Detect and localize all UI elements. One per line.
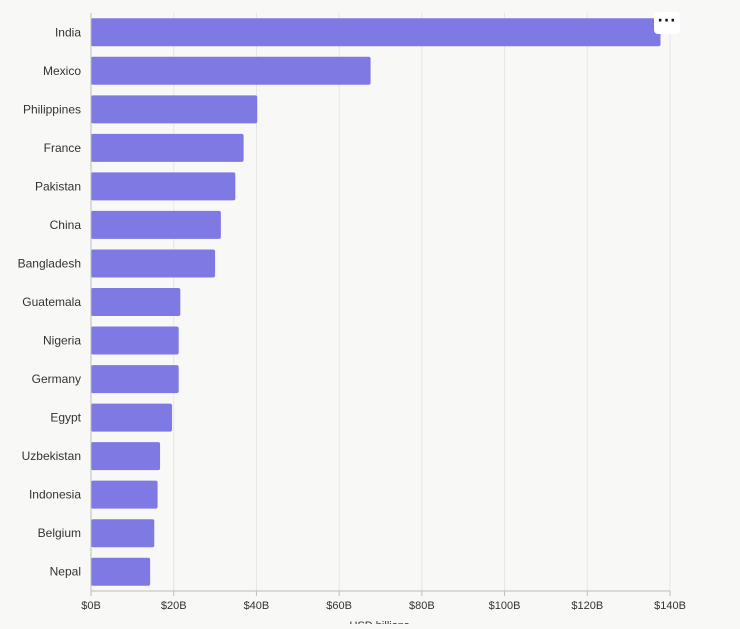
category-label: Pakistan: [35, 179, 81, 193]
bar: [91, 480, 158, 509]
category-label: Belgium: [38, 526, 81, 540]
x-tick-label: $100B: [489, 600, 521, 612]
category-label: Germany: [32, 372, 81, 386]
x-tick-label: $60B: [326, 600, 352, 612]
x-axis-title: USD billions: [350, 620, 410, 624]
bar: [91, 326, 179, 355]
category-label: Nepal: [50, 565, 81, 579]
x-tick-label: $20B: [161, 600, 187, 612]
more-horizontal-icon: ···: [657, 13, 677, 29]
bar: [91, 249, 216, 278]
category-label: Philippines: [23, 102, 81, 116]
x-tick-label: $120B: [571, 600, 603, 612]
category-label: China: [50, 218, 82, 232]
category-label: Nigeria: [43, 334, 81, 348]
bar: [91, 557, 151, 586]
bar: [91, 442, 161, 471]
category-label: Uzbekistan: [22, 449, 81, 463]
bar: [91, 172, 236, 201]
bar: [91, 56, 371, 85]
category-label: Indonesia: [29, 488, 81, 502]
category-label: Guatemala: [22, 295, 81, 309]
category-label: Egypt: [50, 411, 81, 425]
category-label: France: [44, 141, 82, 155]
bar: [91, 365, 179, 394]
bar: [91, 133, 244, 162]
bar: [91, 288, 181, 316]
category-label: Mexico: [43, 64, 81, 78]
x-tick-label: $0B: [81, 600, 101, 612]
bar: [91, 95, 258, 124]
category-label: Bangladesh: [18, 256, 81, 270]
bar: [91, 18, 661, 47]
x-tick-label: $80B: [409, 600, 435, 612]
x-tick-label: $40B: [244, 600, 270, 612]
x-tick-label: $140B: [654, 600, 686, 612]
category-label: India: [55, 25, 81, 39]
more-options-button[interactable]: ···: [654, 12, 680, 34]
bar: [91, 519, 155, 548]
bar: [91, 403, 173, 432]
bar: [91, 210, 221, 239]
